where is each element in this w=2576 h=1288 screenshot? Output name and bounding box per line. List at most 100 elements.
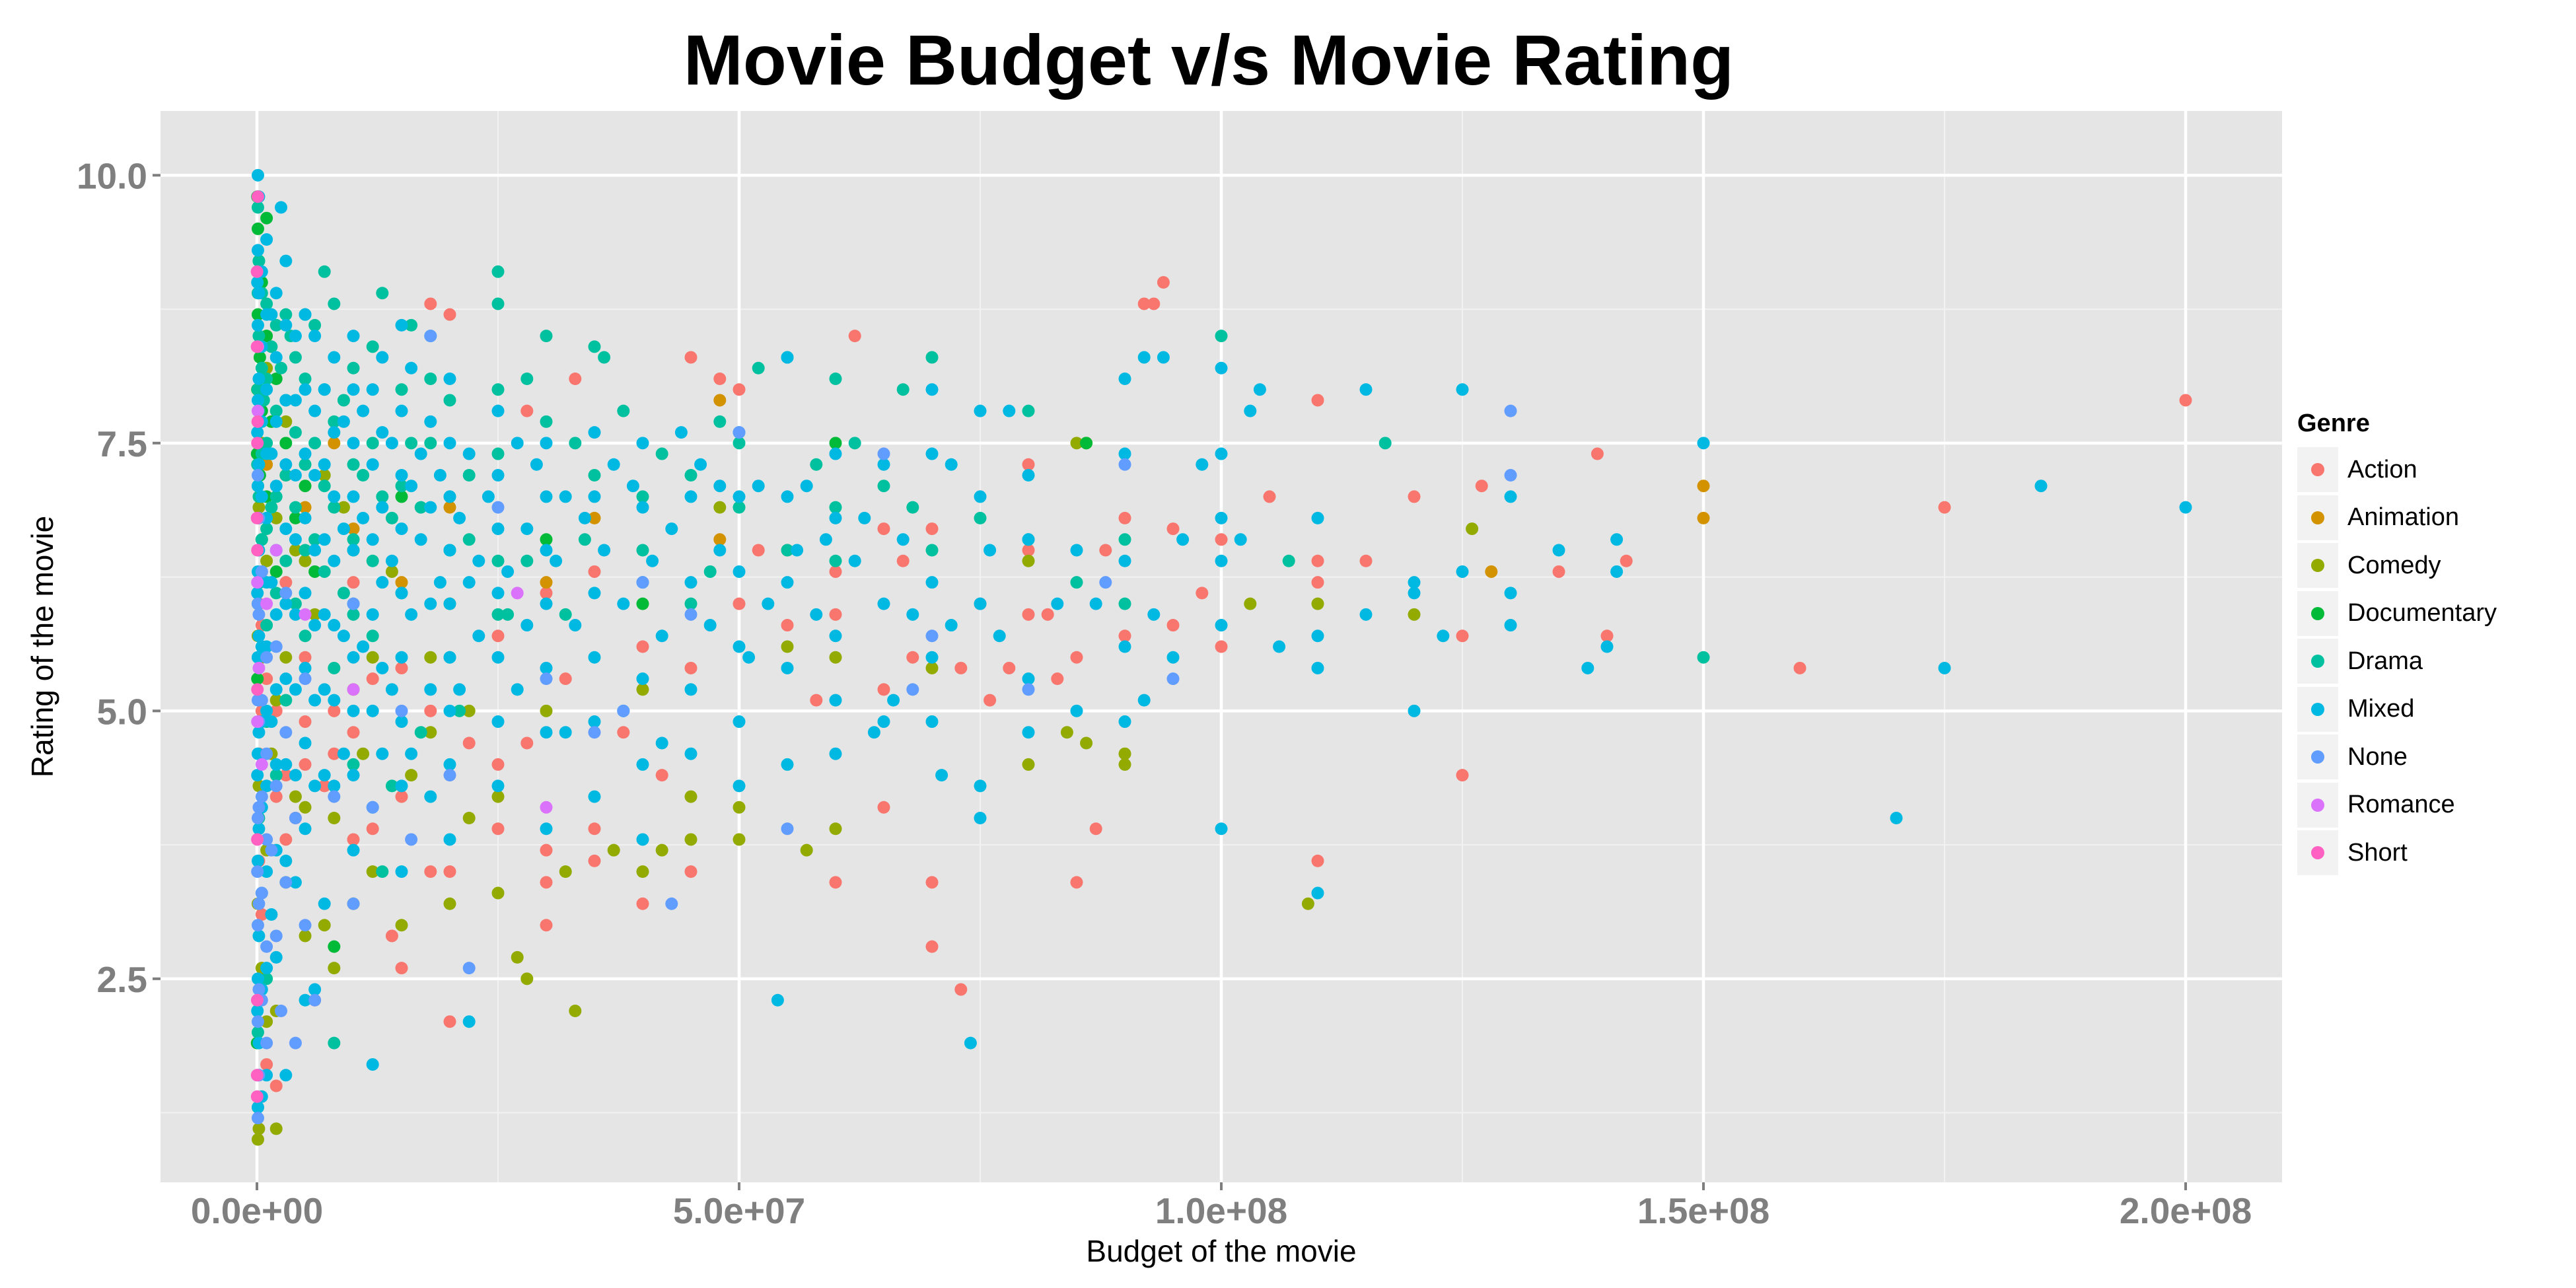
data-point bbox=[376, 661, 389, 674]
data-point bbox=[251, 1004, 264, 1017]
legend-swatch bbox=[2311, 702, 2324, 716]
data-point bbox=[308, 993, 322, 1007]
data-point bbox=[269, 404, 283, 417]
data-point bbox=[1022, 458, 1035, 471]
data-point bbox=[925, 629, 939, 643]
data-point bbox=[395, 318, 408, 332]
legend-label: Documentary bbox=[2347, 599, 2497, 627]
data-point bbox=[752, 480, 765, 493]
data-point bbox=[299, 993, 312, 1007]
data-point bbox=[405, 833, 418, 846]
data-point bbox=[684, 661, 698, 674]
data-point bbox=[260, 308, 273, 321]
data-point bbox=[269, 950, 283, 964]
data-point bbox=[684, 683, 698, 696]
data-point bbox=[251, 865, 264, 878]
data-point bbox=[279, 415, 293, 428]
data-point bbox=[974, 511, 987, 524]
series-short bbox=[250, 190, 264, 1103]
legend-key bbox=[2297, 447, 2338, 493]
data-point bbox=[1378, 437, 1392, 450]
x-tick-label: 1.5e+08 bbox=[1637, 1190, 1770, 1231]
data-point bbox=[395, 919, 408, 932]
data-point bbox=[1118, 373, 1131, 385]
data-point bbox=[299, 308, 312, 321]
data-point bbox=[328, 1036, 341, 1050]
data-point bbox=[1408, 704, 1421, 717]
data-point bbox=[588, 715, 601, 729]
data-point bbox=[1070, 651, 1083, 664]
data-point bbox=[269, 373, 283, 385]
data-point bbox=[376, 426, 389, 439]
data-point bbox=[366, 822, 379, 836]
data-point bbox=[318, 565, 331, 578]
data-point bbox=[472, 554, 485, 567]
data-point bbox=[252, 254, 266, 268]
data-point bbox=[279, 758, 293, 771]
data-point bbox=[366, 554, 379, 567]
data-point bbox=[395, 490, 408, 503]
data-point bbox=[925, 576, 939, 589]
data-point bbox=[269, 608, 283, 621]
data-point bbox=[269, 565, 283, 578]
data-point bbox=[1041, 608, 1054, 621]
data-point bbox=[655, 769, 668, 782]
data-point bbox=[733, 426, 746, 439]
data-point bbox=[252, 801, 266, 814]
data-point bbox=[279, 437, 293, 450]
data-point bbox=[251, 747, 264, 760]
data-point bbox=[260, 704, 273, 717]
data-point bbox=[251, 308, 264, 321]
data-point bbox=[752, 361, 765, 375]
data-point bbox=[385, 437, 398, 450]
data-point bbox=[443, 437, 456, 450]
data-point bbox=[781, 758, 794, 771]
data-point bbox=[511, 587, 524, 600]
x-tick-label: 2.0e+08 bbox=[2120, 1190, 2252, 1231]
data-point bbox=[269, 318, 283, 332]
data-point bbox=[906, 608, 919, 621]
data-point bbox=[255, 908, 268, 921]
data-point bbox=[1600, 629, 1614, 643]
legend-key bbox=[2297, 686, 2338, 732]
data-point bbox=[299, 919, 312, 932]
data-point bbox=[540, 533, 553, 546]
data-point bbox=[636, 544, 649, 557]
data-point bbox=[1282, 554, 1295, 567]
data-point bbox=[733, 833, 746, 846]
data-point bbox=[1475, 480, 1488, 493]
data-point bbox=[491, 554, 505, 567]
data-point bbox=[829, 694, 842, 707]
legend-item-animation: Animation bbox=[2297, 494, 2497, 542]
data-point bbox=[636, 501, 649, 514]
data-point bbox=[540, 661, 553, 674]
data-point bbox=[251, 168, 264, 182]
data-point bbox=[443, 833, 456, 846]
data-point bbox=[1215, 822, 1228, 836]
y-tick-label: 10.0 bbox=[77, 155, 147, 196]
data-point bbox=[255, 565, 268, 578]
data-point bbox=[275, 361, 287, 375]
data-point bbox=[347, 897, 360, 910]
data-point bbox=[684, 608, 698, 621]
data-point bbox=[414, 533, 427, 546]
data-point bbox=[255, 361, 268, 375]
data-point bbox=[366, 651, 379, 664]
data-point bbox=[299, 383, 312, 396]
data-point bbox=[1504, 490, 1517, 503]
data-point bbox=[829, 447, 842, 460]
data-point bbox=[1466, 522, 1479, 536]
data-point bbox=[974, 597, 987, 610]
data-point bbox=[395, 779, 408, 793]
data-point bbox=[1022, 608, 1035, 621]
data-point bbox=[607, 458, 620, 471]
data-point bbox=[308, 330, 322, 343]
legend-key bbox=[2297, 734, 2338, 780]
legend-label: Animation bbox=[2347, 503, 2459, 532]
data-point bbox=[252, 897, 266, 910]
legend-key bbox=[2297, 590, 2338, 636]
data-point bbox=[269, 480, 283, 493]
data-point bbox=[255, 886, 268, 900]
data-point bbox=[395, 661, 408, 674]
data-point bbox=[848, 330, 861, 343]
